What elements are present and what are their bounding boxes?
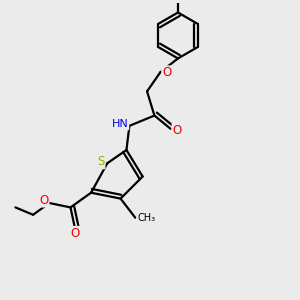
Text: HN: HN — [112, 119, 128, 129]
Text: O: O — [162, 66, 171, 80]
Text: O: O — [39, 194, 49, 207]
Text: S: S — [97, 155, 104, 168]
Text: CH₃: CH₃ — [137, 213, 155, 223]
Text: O: O — [70, 227, 80, 240]
Text: O: O — [172, 124, 182, 137]
